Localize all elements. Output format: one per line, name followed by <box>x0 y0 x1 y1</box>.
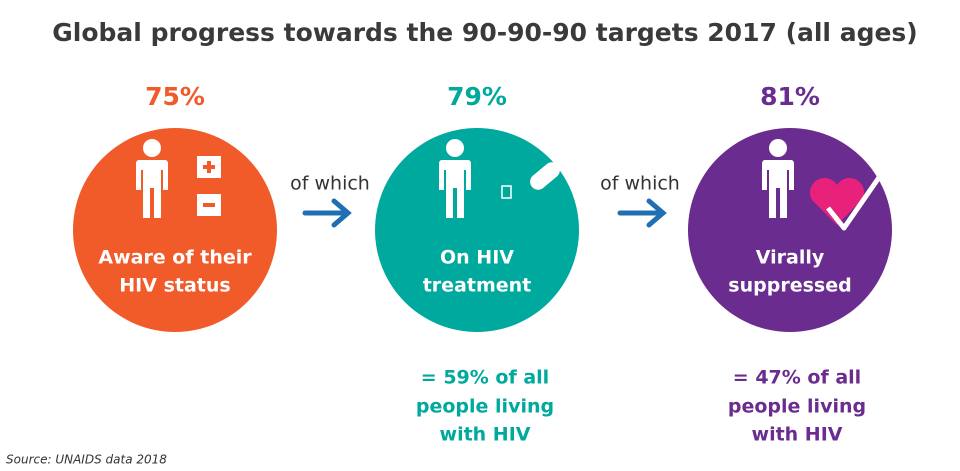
stage-label: On HIV <box>440 247 514 269</box>
stage-label: HIV status <box>119 275 230 297</box>
test-icon <box>197 156 221 216</box>
stage-label: Aware of their <box>98 247 252 269</box>
connector: of which <box>290 173 370 195</box>
stage-circle <box>375 128 579 332</box>
stage-circle <box>73 128 277 332</box>
note: = 59% of all <box>421 367 549 389</box>
stage-circle <box>688 128 892 332</box>
stage-label: treatment <box>423 275 532 297</box>
stage-label: Virally <box>756 247 825 269</box>
connector: of which <box>600 173 680 195</box>
note: = 47% of all <box>733 367 861 389</box>
arrow <box>617 198 667 228</box>
note: people living <box>728 396 866 418</box>
pill-icon <box>501 162 560 199</box>
note: people living <box>416 396 554 418</box>
percent: 75% <box>145 82 205 111</box>
source: Source: UNAIDS data 2018 <box>6 453 167 467</box>
note: with HIV <box>440 424 531 446</box>
stage-label: suppressed <box>728 275 851 297</box>
percent: 79% <box>447 82 507 111</box>
percent: 81% <box>760 82 820 111</box>
heart-icon <box>809 174 883 231</box>
title: Global progress towards the 90-90-90 tar… <box>52 18 917 47</box>
arrow <box>302 198 352 228</box>
note: with HIV <box>752 424 843 446</box>
